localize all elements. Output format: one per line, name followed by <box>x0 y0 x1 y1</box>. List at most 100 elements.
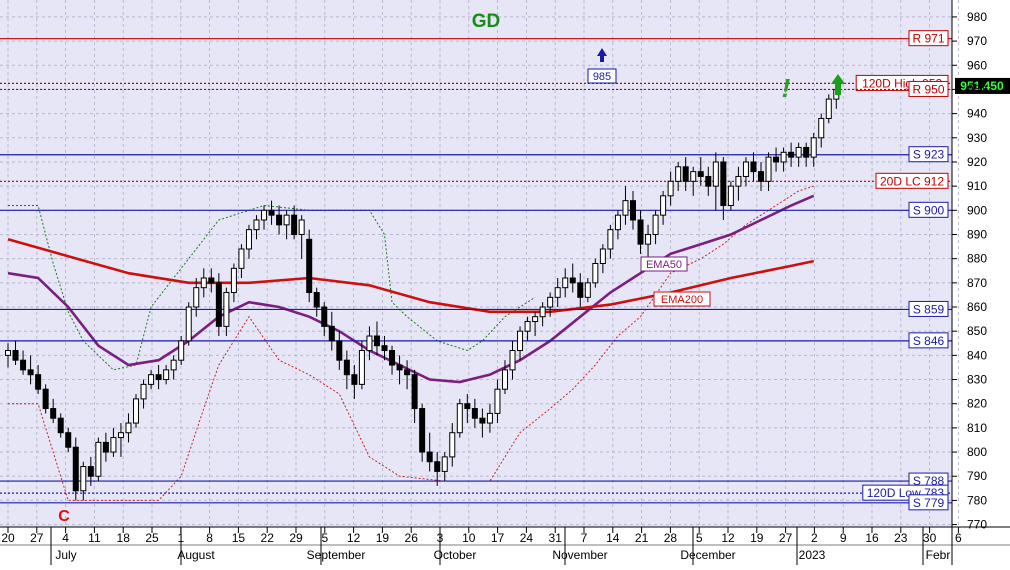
candle-body <box>803 146 810 158</box>
candle-body <box>336 340 343 361</box>
candle-body <box>788 151 795 158</box>
x-tick-label: 18 <box>117 531 131 545</box>
candle-body <box>276 214 283 226</box>
candle-body <box>200 277 207 289</box>
x-tick-label: 10 <box>462 531 476 545</box>
candle-body <box>389 350 396 366</box>
y-tick-label: 920 <box>967 155 987 169</box>
candle-body <box>471 408 478 419</box>
y-tick-label: 930 <box>967 131 987 145</box>
candle-body <box>50 408 57 419</box>
y-tick-label: 830 <box>967 373 987 387</box>
candle-body <box>215 282 222 327</box>
alert-marker: ! <box>782 73 791 103</box>
candle-body <box>140 383 147 400</box>
candle-body <box>705 175 712 187</box>
ema50-label-box <box>640 256 688 272</box>
x-tick-label: 2 <box>811 531 818 545</box>
plot-background <box>0 0 952 527</box>
candle-body <box>27 369 34 376</box>
x-tick-label: 26 <box>405 531 419 545</box>
x-tick-label: 14 <box>606 531 620 545</box>
candle-body <box>727 185 734 206</box>
candle-body <box>291 214 298 235</box>
y-tick-label: 800 <box>967 445 987 459</box>
candle-body <box>42 388 49 410</box>
candle-body <box>328 325 335 342</box>
x-tick-label: 21 <box>635 531 649 545</box>
x-tick-label: 19 <box>376 531 390 545</box>
month-label: 2023 <box>799 548 826 562</box>
candle-body <box>599 248 606 264</box>
x-tick-label: 27 <box>779 531 793 545</box>
x-tick-label: 8 <box>206 531 213 545</box>
candle-body <box>750 161 757 173</box>
candle-body <box>57 417 64 434</box>
x-tick-label: 16 <box>865 531 879 545</box>
level-label: S 779 <box>913 496 945 510</box>
level-label-box <box>908 30 949 47</box>
ema-line <box>7 238 814 314</box>
y-tick-label: 910 <box>967 179 987 193</box>
candle-body <box>735 175 742 187</box>
y-tick-label: 950 <box>967 82 987 96</box>
x-tick-label: 30 <box>923 531 937 545</box>
month-label: September <box>307 548 366 562</box>
month-label: December <box>680 548 735 562</box>
candle-body <box>547 296 554 308</box>
level-label: R 971 <box>912 32 944 46</box>
y-tick-label: 970 <box>967 34 987 48</box>
green-up-arrow-icon <box>831 74 845 95</box>
candle-body <box>464 403 471 410</box>
candles <box>5 84 840 501</box>
y-tick-label: 820 <box>967 397 987 411</box>
last-price-box <box>955 77 1010 94</box>
x-tick-label: 27 <box>30 531 44 545</box>
ema200-label: EMA200 <box>661 294 703 306</box>
candle-body <box>810 137 817 158</box>
x-tick-label: 11 <box>88 531 101 545</box>
candle-body <box>208 277 215 284</box>
candle-body <box>712 161 719 187</box>
candle-body <box>87 466 94 477</box>
candle-body <box>486 412 493 424</box>
target-label: 985 <box>593 71 611 83</box>
candle-body <box>825 98 832 119</box>
month-label: July <box>55 548 76 562</box>
level-label-box <box>908 80 949 97</box>
c-marker-label: C <box>58 508 70 525</box>
candle-body <box>607 229 614 250</box>
candle-body <box>65 432 72 448</box>
candle-body <box>298 219 305 235</box>
candle-body <box>818 117 825 139</box>
candle-body <box>117 432 124 439</box>
level-label: 20D LC 912 <box>880 174 944 188</box>
x-tick-label: 9 <box>840 531 847 545</box>
axis-background <box>952 0 1010 565</box>
y-tick-label: 840 <box>967 348 987 362</box>
y-tick-label: 960 <box>967 58 987 72</box>
level-label: S 859 <box>913 302 945 316</box>
y-tick-label: 790 <box>967 469 987 483</box>
candle-body <box>381 345 388 352</box>
x-tick-label: 12 <box>721 531 735 545</box>
level-label: R 950 <box>912 82 944 96</box>
x-tick-label: 5 <box>321 531 328 545</box>
level-label: S 900 <box>913 203 945 217</box>
candle-body <box>238 248 245 269</box>
candle-body <box>517 330 524 352</box>
annotations: 951.450 985 EMA50 EMA200 C! <box>58 48 1010 525</box>
candle-body <box>675 166 682 182</box>
candle-body <box>682 166 689 182</box>
last-price-label: 951.450 <box>960 79 1004 93</box>
candle-body <box>80 466 87 492</box>
candle-body <box>660 195 667 216</box>
y-tick-label: 880 <box>967 252 987 266</box>
candle-body <box>441 456 448 472</box>
date-axis-background <box>0 527 952 565</box>
ema50-label: EMA50 <box>646 259 682 271</box>
level-label: S 788 <box>913 474 945 488</box>
x-tick-label: 6 <box>955 531 962 545</box>
